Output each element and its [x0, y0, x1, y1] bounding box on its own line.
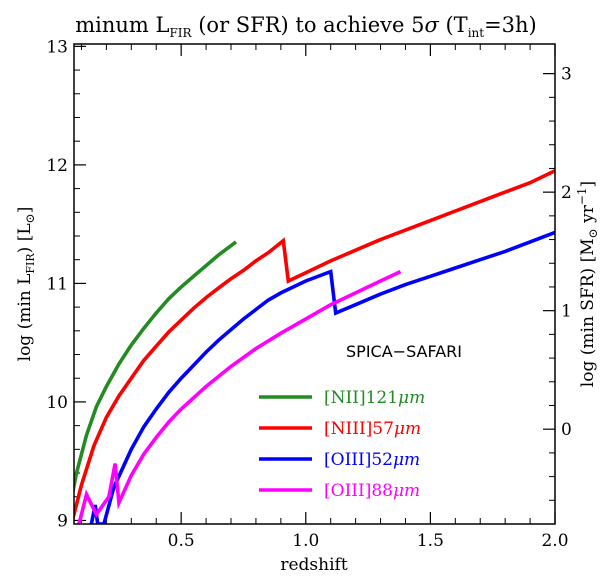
chart-title: minum LFIR (or SFR) to achieve 5σ (Tint=…	[75, 13, 537, 40]
plot-frame	[73, 43, 556, 525]
y2-tick-label-0: 0	[561, 420, 572, 440]
y-tick-label-3: 12	[46, 156, 68, 176]
y-tick-label-1: 10	[46, 393, 68, 413]
legend-label-niii57: [NIII]57μm	[324, 419, 421, 439]
series-layer	[74, 169, 555, 524]
legend-label-oiii88: [OIII]88μm	[324, 481, 420, 501]
y2-tick-label-3: 3	[561, 65, 572, 85]
series-line-oiii88	[77, 269, 402, 524]
annotation-spica-safari: SPICA−SAFARI	[346, 342, 462, 361]
series-line-oiii52	[89, 230, 555, 524]
y-tick-label-0: 9	[57, 511, 68, 531]
x-tick-label-0: 0.5	[168, 531, 195, 551]
series-line-niii57	[74, 169, 555, 522]
y-tick-label-4: 13	[46, 37, 68, 57]
y-axis-title: log (min LFIR) [L⊙]	[15, 207, 37, 362]
y-tick-label-2: 11	[46, 274, 68, 294]
y2-axis-title: log (min SFR) [M⊙ yr−1]	[575, 181, 600, 387]
legend: [NII]121μm [NIII]57μm [OIII]52μm [OIII]88μm	[259, 388, 425, 501]
x-tick-label-3: 2.0	[541, 531, 568, 551]
y2-tick-label-1: 1	[561, 302, 572, 322]
legend-label-nii121: [NII]121μm	[324, 388, 425, 408]
y2-tick-label-2: 2	[561, 183, 572, 203]
series-line-nii121	[74, 240, 238, 496]
x-axis-title: redshift	[280, 555, 347, 575]
legend-label-oiii52: [OIII]52μm	[324, 450, 420, 470]
x-tick-label-1: 1.0	[292, 531, 319, 551]
x-tick-label-2: 1.5	[417, 531, 444, 551]
